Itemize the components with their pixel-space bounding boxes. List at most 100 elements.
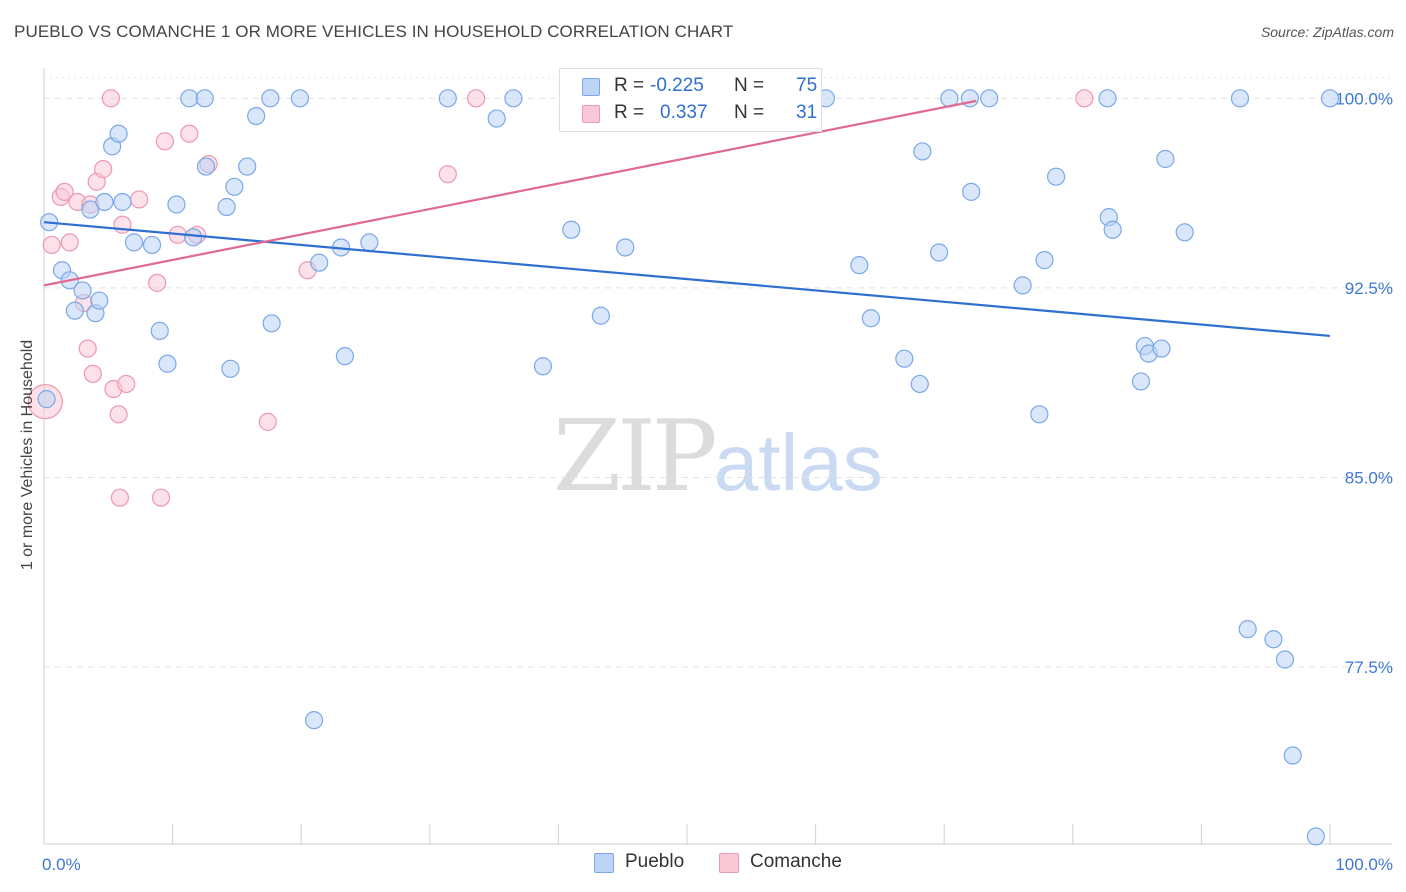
pueblo-point [1320, 89, 1340, 108]
pueblo-point [591, 306, 610, 325]
pueblo-point [262, 314, 281, 333]
comanche-point [258, 412, 277, 431]
comanche-point [148, 273, 167, 292]
pueblo-point [304, 711, 324, 730]
pueblo-point [225, 177, 244, 196]
pueblo-point [1013, 276, 1032, 295]
pueblo-point [109, 124, 128, 143]
pueblo-point [1103, 220, 1122, 239]
pueblo-legend-label: Pueblo [625, 851, 685, 872]
pueblo-point [895, 349, 914, 368]
pueblo-point [180, 89, 199, 108]
pueblo-point [1275, 650, 1295, 669]
pueblo-point [81, 200, 100, 219]
pueblo-legend-swatch [594, 853, 614, 873]
correlation-legend: R = -0.225 N = 75 R = 0.337 N = 31 [559, 68, 822, 132]
watermark-zip: ZIP [553, 400, 718, 514]
pueblo-point [167, 195, 186, 214]
pueblo-point [962, 182, 981, 201]
comanche-point [155, 132, 174, 151]
legend-n-value-pueblo: 75 [796, 75, 818, 96]
pueblo-point [861, 309, 880, 328]
pueblo-point [90, 291, 109, 310]
pueblo-point [310, 253, 329, 272]
legend-r-label: R = [614, 102, 645, 123]
pueblo-point [1264, 630, 1283, 649]
pueblo-point [1283, 746, 1302, 765]
pueblo-point [221, 359, 240, 378]
legend-n-label: N = [734, 75, 765, 96]
pueblo-point [616, 238, 635, 257]
pueblo-point [1156, 149, 1175, 169]
pueblo-point [1230, 89, 1250, 108]
comanche-point [130, 190, 149, 209]
comanche-point [60, 233, 79, 252]
legend-r-label: R = [614, 75, 645, 96]
comanche-point [1075, 89, 1094, 108]
watermark-atlas: atlas [713, 418, 883, 507]
pueblo-point [95, 192, 114, 212]
pueblo-point [1238, 620, 1257, 639]
pueblo-point [913, 142, 932, 161]
pueblo-point [438, 89, 457, 108]
pueblo-point [142, 235, 162, 255]
comanche-legend-label: Comanche [750, 851, 842, 872]
comanche-point [117, 374, 136, 394]
comanche-point [466, 89, 486, 108]
pueblo-trend-line [43, 221, 1331, 338]
comanche-legend-swatch [719, 853, 739, 873]
comanche-point [78, 339, 97, 358]
comanche-point [83, 364, 102, 383]
source-credit: Source: ZipAtlas.com [1260, 24, 1394, 40]
comanche-point [110, 488, 129, 507]
pueblo-point [487, 109, 506, 128]
pueblo-point [158, 354, 177, 373]
pueblo-point [1306, 827, 1325, 846]
pueblo-point [910, 374, 929, 394]
comanche-swatch [582, 105, 600, 123]
series-legend: Pueblo Comanche [0, 851, 1406, 877]
comanche-point [438, 165, 457, 184]
pueblo-point [113, 192, 132, 212]
y-tick-label: 77.5% [1345, 658, 1393, 677]
x-tick-label-min: 0.0% [42, 855, 81, 874]
pueblo-point [850, 256, 869, 275]
pueblo-point [335, 347, 355, 366]
comanche-point [180, 124, 199, 143]
pueblo-point [290, 89, 310, 108]
y-axis-label: 1 or more Vehicles in Household [19, 339, 36, 571]
legend-r-value-pueblo: -0.225 [650, 75, 704, 96]
y-tick-label: 85.0% [1345, 468, 1393, 487]
pueblo-point [504, 89, 523, 108]
y-tick-label: 100.0% [1335, 89, 1393, 108]
pueblo-point [37, 390, 56, 409]
pueblo-point [980, 89, 999, 108]
comanche-point [55, 182, 74, 201]
pueblo-point [195, 89, 214, 108]
pueblo-swatch [582, 78, 600, 96]
pueblo-point [533, 357, 553, 376]
comanche-point [42, 235, 61, 255]
pueblo-point [196, 157, 216, 176]
pueblo-point [247, 106, 266, 126]
y-tick-label: 92.5% [1345, 279, 1393, 298]
pueblo-point [150, 321, 169, 340]
legend-n-label: N = [734, 102, 765, 123]
comanche-point [101, 89, 120, 108]
pueblo-point [238, 157, 257, 176]
pueblo-point [562, 220, 581, 239]
pueblo-point [217, 197, 236, 217]
pueblo-point [65, 301, 84, 320]
pueblo-point [184, 228, 203, 247]
chart-title: PUEBLO VS COMANCHE 1 OR MORE VEHICLES IN… [14, 22, 734, 41]
pueblo-point [1131, 372, 1151, 391]
pueblo-point [73, 281, 92, 300]
pueblo-point [124, 233, 144, 252]
pueblo-point [261, 89, 280, 108]
legend-r-value-comanche: 0.337 [660, 102, 708, 123]
comanche-point [94, 160, 113, 179]
pueblo-point [1046, 167, 1066, 186]
legend-n-value-comanche: 31 [796, 102, 818, 123]
comanche-point [151, 488, 171, 507]
